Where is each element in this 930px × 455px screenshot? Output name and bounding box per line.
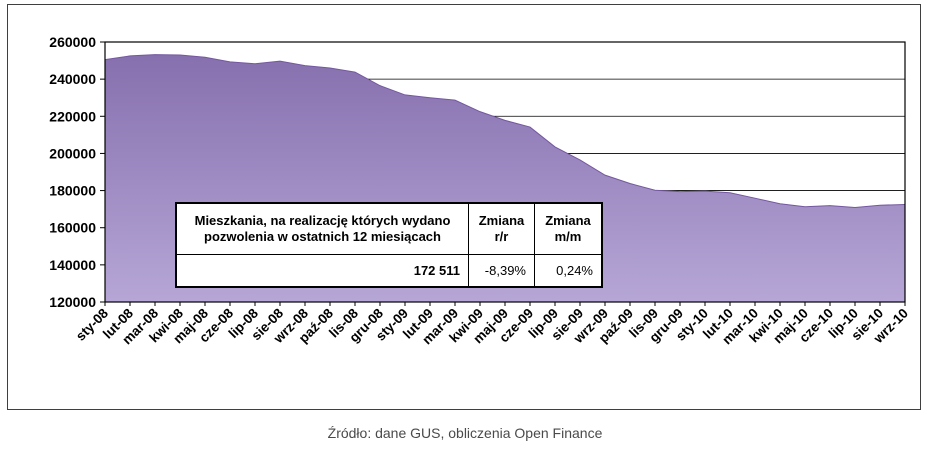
- y-axis-label: 180000: [49, 183, 96, 199]
- table-value-yoy: -8,39%: [469, 255, 535, 286]
- table-header-yoy: Zmiana r/r: [469, 204, 535, 254]
- summary-table-value-row: 172 511 -8,39% 0,24%: [177, 254, 601, 286]
- chart-frame: 120000 140000 160000 180000 200000 220000 2400…: [7, 4, 921, 410]
- summary-table-header-row: Mieszkania, na realizację których wydano…: [177, 204, 601, 254]
- y-axis-label: 140000: [49, 257, 96, 273]
- table-value-mom: 0,24%: [556, 263, 593, 278]
- y-axis-label: 200000: [49, 145, 96, 161]
- y-axis-label: 260000: [49, 34, 96, 50]
- source-caption: Źródło: dane GUS, obliczenia Open Financ…: [327, 425, 603, 441]
- table-value-current: 172 511: [177, 255, 469, 286]
- y-axis-label: 160000: [49, 220, 96, 236]
- y-axis-label: 240000: [49, 71, 96, 87]
- y-axis-label: 120000: [49, 294, 96, 310]
- table-header-series: Mieszkania, na realizację których wydano…: [177, 204, 469, 254]
- table-header-mom: Zmiana m/m: [545, 213, 591, 244]
- area-series-outline: [104, 54, 906, 208]
- summary-table: Mieszkania, na realizację których wydano…: [175, 202, 603, 288]
- y-axis-label: 220000: [49, 108, 96, 124]
